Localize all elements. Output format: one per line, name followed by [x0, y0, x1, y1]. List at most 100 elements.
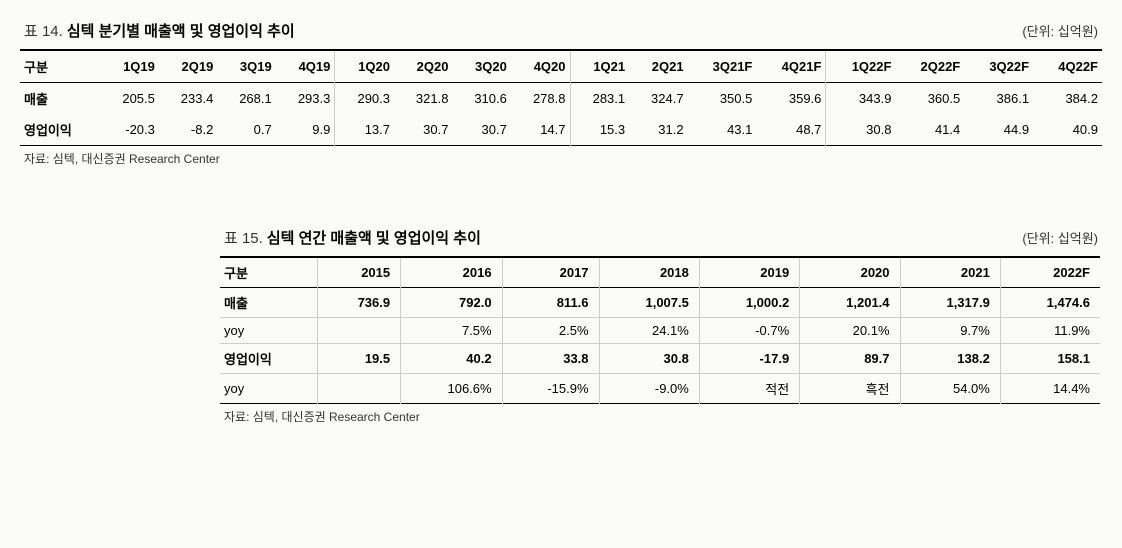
table-15-unit: (단위: 십억원)	[1022, 228, 1098, 247]
cell: -20.3	[100, 114, 158, 146]
col-2016: 2016	[401, 257, 502, 288]
table-14-source: 자료: 심텍, 대신증권 Research Center	[20, 150, 1102, 167]
row-label: yoy	[220, 374, 317, 404]
cell: -8.2	[159, 114, 217, 146]
cell: 30.8	[826, 114, 896, 146]
cell: 54.0%	[900, 374, 1000, 404]
cell: 11.9%	[1000, 318, 1100, 344]
col-2019: 2019	[699, 257, 799, 288]
cell: 1,201.4	[800, 288, 900, 318]
col-4Q22F: 4Q22F	[1033, 50, 1102, 83]
col-4Q19: 4Q19	[276, 50, 335, 83]
col-3Q22F: 3Q22F	[964, 50, 1033, 83]
cell: 14.7	[511, 114, 570, 146]
table-15-title: 심텍 연간 매출액 및 영업이익 추이	[267, 227, 481, 248]
table-14-prefix: 표 14.	[24, 20, 63, 41]
cell: 290.3	[335, 83, 394, 115]
cell: 41.4	[895, 114, 964, 146]
table-row: yoy 106.6%-15.9%-9.0%적전흑전54.0%14.4%	[220, 374, 1100, 404]
table-14-title: 심텍 분기별 매출액 및 영업이익 추이	[67, 20, 295, 41]
cell: 324.7	[629, 83, 687, 115]
col-3Q20: 3Q20	[452, 50, 510, 83]
cell: 89.7	[800, 344, 900, 374]
table-row: 매출205.5233.4268.1293.3290.3321.8310.6278…	[20, 83, 1102, 115]
cell: 19.5	[317, 344, 400, 374]
cell: 268.1	[217, 83, 275, 115]
cell: 30.8	[599, 344, 699, 374]
col-2020: 2020	[800, 257, 900, 288]
cell: 386.1	[964, 83, 1033, 115]
row-label: 매출	[220, 288, 317, 318]
cell: 811.6	[502, 288, 599, 318]
col-3Q21F: 3Q21F	[688, 50, 757, 83]
col-2Q22F: 2Q22F	[895, 50, 964, 83]
cell: 13.7	[335, 114, 394, 146]
table-14-header: 표 14. 심텍 분기별 매출액 및 영업이익 추이 (단위: 십억원)	[20, 20, 1102, 41]
col-1Q20: 1Q20	[335, 50, 394, 83]
table-15-header: 표 15. 심텍 연간 매출액 및 영업이익 추이 (단위: 십억원)	[220, 227, 1102, 248]
cell: 736.9	[317, 288, 400, 318]
cell: 205.5	[100, 83, 158, 115]
cell: 278.8	[511, 83, 570, 115]
table-14-unit: (단위: 십억원)	[1022, 21, 1098, 40]
cell: 44.9	[964, 114, 1033, 146]
cell: 40.9	[1033, 114, 1102, 146]
cell: 321.8	[394, 83, 452, 115]
col-label: 구분	[220, 257, 317, 288]
col-3Q19: 3Q19	[217, 50, 275, 83]
cell: 792.0	[401, 288, 502, 318]
cell: 적전	[699, 374, 799, 404]
cell: 1,317.9	[900, 288, 1000, 318]
row-label: 영업이익	[20, 114, 100, 146]
table-14-title-wrap: 표 14. 심텍 분기별 매출액 및 영업이익 추이	[24, 20, 295, 41]
cell: 48.7	[756, 114, 826, 146]
cell: 30.7	[394, 114, 452, 146]
row-label: 매출	[20, 83, 100, 115]
row-label: yoy	[220, 318, 317, 344]
cell: 0.7	[217, 114, 275, 146]
cell: 106.6%	[401, 374, 502, 404]
table-15-prefix: 표 15.	[224, 227, 263, 248]
cell: 158.1	[1000, 344, 1100, 374]
cell: 14.4%	[1000, 374, 1100, 404]
col-1Q21: 1Q21	[570, 50, 629, 83]
cell: 233.4	[159, 83, 217, 115]
cell	[317, 318, 400, 344]
cell: 9.9	[276, 114, 335, 146]
col-4Q20: 4Q20	[511, 50, 570, 83]
cell: -0.7%	[699, 318, 799, 344]
col-2Q21: 2Q21	[629, 50, 687, 83]
cell: 1,474.6	[1000, 288, 1100, 318]
cell: 24.1%	[599, 318, 699, 344]
col-4Q21F: 4Q21F	[756, 50, 826, 83]
cell: 흑전	[800, 374, 900, 404]
col-2022F: 2022F	[1000, 257, 1100, 288]
table-15-head-row: 구분20152016201720182019202020212022F	[220, 257, 1100, 288]
table-row: 영업이익-20.3-8.20.79.913.730.730.714.715.33…	[20, 114, 1102, 146]
table-15-title-wrap: 표 15. 심텍 연간 매출액 및 영업이익 추이	[224, 227, 481, 248]
col-label: 구분	[20, 50, 100, 83]
cell: 310.6	[452, 83, 510, 115]
cell: 7.5%	[401, 318, 502, 344]
table-15-section: 표 15. 심텍 연간 매출액 및 영업이익 추이 (단위: 십억원) 구분20…	[220, 227, 1102, 425]
cell: 138.2	[900, 344, 1000, 374]
table-14-head-row: 구분1Q192Q193Q194Q191Q202Q203Q204Q201Q212Q…	[20, 50, 1102, 83]
col-1Q22F: 1Q22F	[826, 50, 896, 83]
cell: 343.9	[826, 83, 896, 115]
cell: 360.5	[895, 83, 964, 115]
cell: -9.0%	[599, 374, 699, 404]
cell: 33.8	[502, 344, 599, 374]
cell: 15.3	[570, 114, 629, 146]
col-2017: 2017	[502, 257, 599, 288]
cell: -15.9%	[502, 374, 599, 404]
col-2Q19: 2Q19	[159, 50, 217, 83]
col-2Q20: 2Q20	[394, 50, 452, 83]
cell: 31.2	[629, 114, 687, 146]
cell: 1,007.5	[599, 288, 699, 318]
table-row: yoy7.5%2.5%24.1%-0.7%20.1%9.7%11.9%	[220, 318, 1100, 344]
cell: 283.1	[570, 83, 629, 115]
cell: 2.5%	[502, 318, 599, 344]
cell: -17.9	[699, 344, 799, 374]
table-14: 구분1Q192Q193Q194Q191Q202Q203Q204Q201Q212Q…	[20, 49, 1102, 146]
cell: 43.1	[688, 114, 757, 146]
